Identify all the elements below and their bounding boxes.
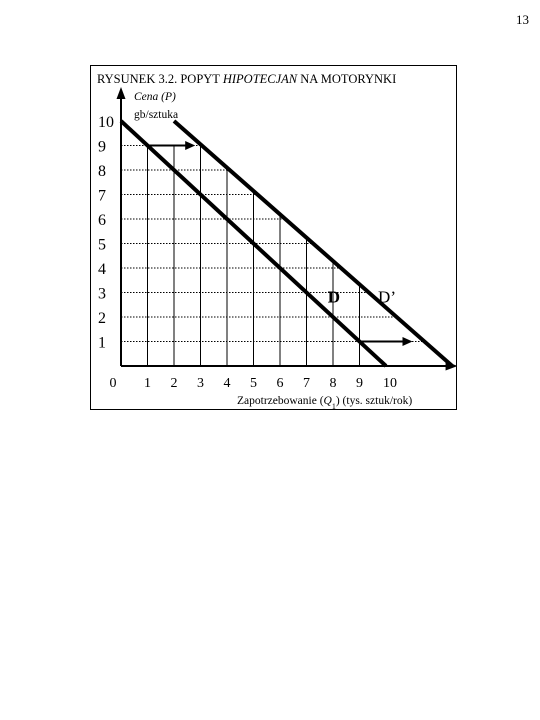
shift-arrow-head (185, 141, 196, 150)
y-tick-label: 1 (98, 335, 106, 352)
y-tick-label: 2 (98, 310, 106, 327)
y-axis-label: Cena (P) (134, 91, 176, 103)
x-tick-label: 10 (383, 376, 397, 391)
shift-arrows (147, 141, 413, 346)
x-tick-label: 3 (197, 376, 204, 391)
x-tick-label: 6 (277, 376, 284, 391)
tick-labels: 1 2 3 4 5 6 7 8 9 10 0 1 2 3 4 5 6 7 8 9 10 (98, 114, 397, 391)
x-tick-label: 5 (250, 376, 257, 391)
y-tick-label: 3 (98, 286, 106, 303)
y-tick-label: 9 (98, 139, 106, 156)
x-axis-label-part-1: Zapotrzebowanie ( (237, 395, 324, 407)
y-tick-label: 5 (98, 237, 106, 254)
y-tick-label: 7 (98, 188, 106, 205)
page-number: 13 (516, 12, 529, 27)
y-axis-unit: gb/sztuka (134, 109, 178, 121)
y-axis-arrow (116, 87, 126, 99)
demand-chart: RYSUNEK 3.2. POPYT HIPOTECJAN NA MOTORYN… (97, 72, 456, 409)
demand-label: D (328, 287, 340, 306)
x-tick-label: 1 (144, 376, 151, 391)
chart-title-italic: HIPOTECJAN (222, 72, 298, 86)
x-tick-label: 7 (303, 376, 310, 391)
x-axis-label-part-4: ) (tys. sztuk/rok) (336, 395, 413, 407)
axes (116, 87, 456, 371)
x-axis-label-sub: 1 (332, 402, 336, 410)
y-tick-label: 6 (98, 212, 106, 229)
chart-title-part-3: NA MOTORYNKI (297, 72, 396, 86)
chart-title-part-1: RYSUNEK 3.2. POPYT (97, 72, 223, 86)
x-tick-label: 0 (110, 376, 117, 391)
grid (121, 144, 425, 366)
x-tick-label: 9 (356, 376, 363, 391)
x-tick-label: 2 (171, 376, 178, 391)
x-tick-label: 4 (224, 376, 231, 391)
x-axis-label-q: Q (324, 395, 333, 407)
demand-line (119, 119, 388, 368)
y-tick-label: 8 (98, 163, 106, 180)
series-lines: D D’ (119, 119, 454, 368)
demand-label: D’ (378, 287, 396, 306)
x-tick-label: 8 (330, 376, 337, 391)
y-tick-label: 10 (98, 114, 114, 131)
demand-line (172, 119, 454, 368)
chart-title: RYSUNEK 3.2. POPYT HIPOTECJAN NA MOTORYN… (97, 72, 396, 86)
shift-arrow-head (402, 337, 413, 346)
x-axis-label: Zapotrzebowanie (Q1) (tys. sztuk/rok) (237, 395, 412, 409)
figure-frame: RYSUNEK 3.2. POPYT HIPOTECJAN NA MOTORYN… (90, 65, 457, 410)
y-tick-label: 4 (98, 261, 106, 278)
